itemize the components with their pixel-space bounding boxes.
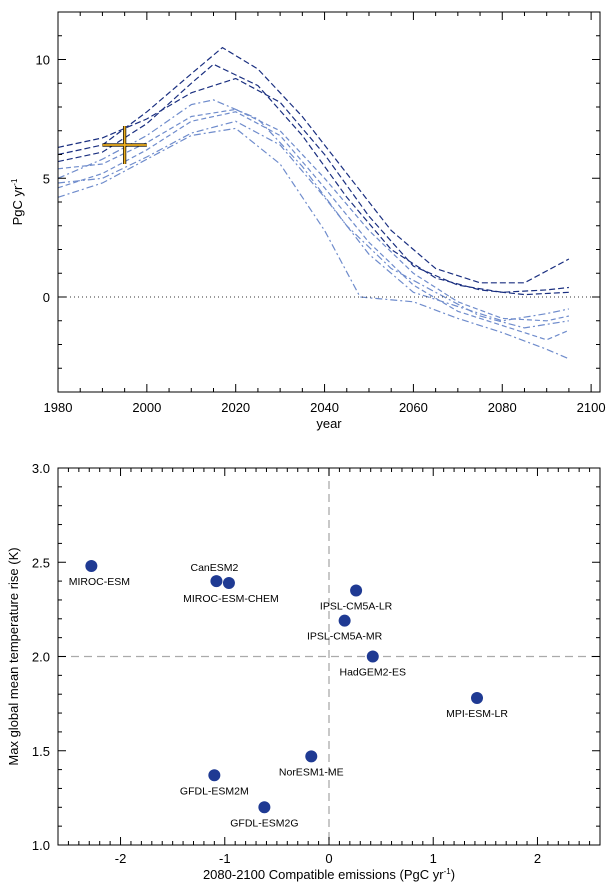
y-tick-label: 10 bbox=[36, 53, 50, 68]
series-line-7 bbox=[57, 108, 570, 322]
point-label: GFDL-ESM2M bbox=[180, 785, 249, 797]
bottom-y-ticks: 1.0 1.5 2.0 2.5 3.0 bbox=[32, 461, 600, 853]
point-marker bbox=[222, 576, 235, 589]
bottom-x-axis-label: 2080-2100 Compatible emissions (PgC yr-1… bbox=[203, 867, 455, 882]
scatter-points: MIROC-ESM CanESM2 MIROC-ESM-CHEM IPSL-CM5A-… bbox=[69, 560, 508, 829]
top-y-ticks: 0 5 10 bbox=[36, 11, 600, 393]
top-x-ticks: 1980 2000 2020 2040 2060 2080 2100 bbox=[44, 12, 606, 415]
top-y-axis-label-main: PgC yr bbox=[10, 185, 25, 225]
y-tick-label: 0 bbox=[43, 290, 50, 305]
y-tick-label: 1.5 bbox=[32, 744, 50, 759]
point-label: MIROC-ESM bbox=[69, 576, 130, 588]
bottom-scatter-chart: MIROC-ESM CanESM2 MIROC-ESM-CHEM IPSL-CM5A-… bbox=[6, 461, 601, 882]
x-tick-label: 2100 bbox=[577, 400, 606, 415]
point-label: MIROC-ESM-CHEM bbox=[183, 593, 279, 605]
x-tick-label: 2060 bbox=[399, 400, 428, 415]
x-tick-label: -1 bbox=[219, 851, 231, 866]
series-line-2 bbox=[57, 63, 569, 296]
y-tick-label: 1.0 bbox=[32, 838, 50, 853]
top-x-axis-label: year bbox=[316, 416, 342, 431]
bottom-x-axis-label-end: ) bbox=[451, 867, 455, 882]
point-label: HadGEM2-ES bbox=[340, 667, 407, 679]
bottom-x-axis-label-sup: -1 bbox=[444, 867, 452, 876]
x-tick-label: 1980 bbox=[44, 400, 73, 415]
point-label: MPI-ESM-LR bbox=[446, 708, 508, 720]
point-marker bbox=[258, 801, 271, 814]
y-tick-label: 5 bbox=[43, 171, 50, 186]
bottom-x-axis-label-main: 2080-2100 Compatible emissions (PgC yr bbox=[203, 867, 444, 882]
point-label: NorESM1-ME bbox=[279, 766, 344, 778]
y-tick-label: 2.0 bbox=[32, 650, 50, 665]
y-tick-label: 3.0 bbox=[32, 461, 50, 476]
point-marker bbox=[305, 750, 318, 763]
series-line-3 bbox=[57, 77, 569, 293]
point-marker bbox=[338, 614, 351, 627]
x-tick-label: 2040 bbox=[310, 400, 339, 415]
observation-marker bbox=[102, 126, 147, 164]
x-tick-label: 2000 bbox=[132, 400, 161, 415]
series-line-5 bbox=[57, 111, 570, 341]
top-line-chart: 1980 2000 2020 2040 2060 2080 2100 0 5 10 year P… bbox=[10, 11, 606, 431]
x-tick-label: 0 bbox=[325, 851, 332, 866]
series-line-4 bbox=[57, 99, 569, 329]
x-tick-label: 1 bbox=[430, 851, 437, 866]
bottom-x-ticks: -2 -1 0 1 2 bbox=[67, 468, 591, 866]
point-marker bbox=[471, 691, 484, 704]
point-marker bbox=[366, 650, 379, 663]
point-label: IPSL-CM5A-LR bbox=[320, 601, 393, 613]
point-label: IPSL-CM5A-MR bbox=[307, 631, 383, 643]
bottom-y-axis-label: Max global mean temperature rise (K) bbox=[6, 547, 21, 765]
top-y-axis-label: PgC yr-1 bbox=[10, 178, 25, 225]
x-tick-label: 2020 bbox=[221, 400, 250, 415]
point-label: GFDL-ESM2G bbox=[230, 817, 298, 829]
top-y-axis-label-sup: -1 bbox=[10, 178, 19, 186]
reference-lines bbox=[58, 468, 600, 845]
series-line-1 bbox=[57, 46, 570, 284]
point-marker bbox=[210, 575, 223, 588]
point-marker bbox=[208, 769, 221, 782]
point-marker bbox=[350, 584, 363, 597]
point-label: CanESM2 bbox=[191, 562, 239, 574]
y-tick-label: 2.5 bbox=[32, 555, 50, 570]
series-line-8 bbox=[57, 120, 570, 322]
x-tick-label: 2 bbox=[534, 851, 541, 866]
x-tick-label: -2 bbox=[115, 851, 127, 866]
series-group bbox=[57, 46, 570, 360]
x-tick-label: 2080 bbox=[488, 400, 517, 415]
point-marker bbox=[85, 560, 98, 573]
